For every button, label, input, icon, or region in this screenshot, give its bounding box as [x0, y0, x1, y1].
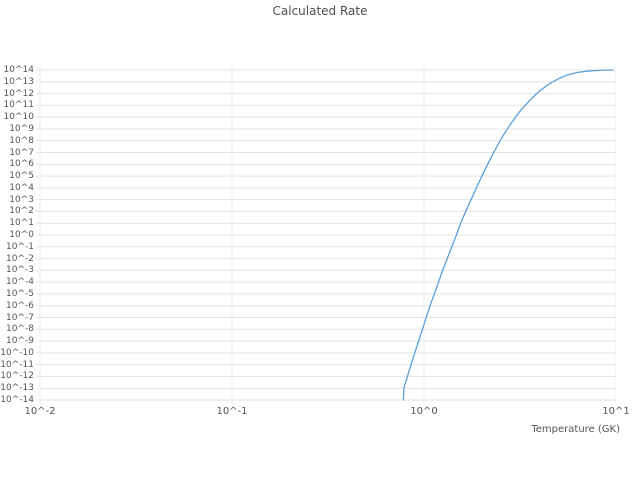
- y-tick-label: 10^-13: [0, 383, 34, 394]
- y-tick-label: 10^10: [3, 112, 34, 123]
- y-tick-label: 10^-4: [6, 277, 34, 288]
- y-tick-label: 10^14: [3, 65, 34, 75]
- y-tick-label: 10^3: [9, 194, 34, 205]
- y-tick-label: 10^6: [9, 159, 34, 170]
- y-tick-label: 10^9: [9, 123, 34, 134]
- x-tick-label: 10^-1: [216, 406, 248, 417]
- rate-curve: [402, 69, 614, 401]
- y-tick-label: 10^-7: [6, 312, 34, 323]
- y-tick-label: 10^2: [9, 206, 34, 217]
- y-tick-label: 10^-10: [0, 347, 34, 358]
- y-tick-label: 10^-5: [6, 288, 34, 299]
- y-tick-label: 10^8: [9, 135, 34, 146]
- horizontal-gridlines: [36, 69, 616, 401]
- y-tick-label: 10^-12: [0, 371, 34, 382]
- y-tick-label: 10^-8: [6, 324, 34, 335]
- y-tick-label: 10^7: [9, 147, 34, 158]
- x-tick-label: 10^-2: [24, 406, 56, 417]
- y-tick-label: 10^-9: [6, 336, 34, 347]
- y-tick-label: 10^13: [3, 76, 34, 87]
- y-tick-label: 10^-6: [6, 300, 34, 311]
- y-tick-label: 10^-2: [6, 253, 34, 264]
- chart-canvas: [36, 66, 617, 404]
- y-tick-label: 10^0: [9, 230, 34, 240]
- x-tick-label: 10^1: [602, 406, 630, 417]
- y-tick-label: 10^-14: [0, 395, 34, 405]
- y-tick-label: 10^4: [9, 182, 34, 193]
- y-tick-label: 10^11: [3, 100, 34, 111]
- y-tick-label: 10^-11: [0, 359, 34, 370]
- y-tick-label: 10^1: [9, 218, 34, 229]
- y-tick-label: 10^-1: [6, 241, 34, 252]
- y-tick-label: 10^-3: [6, 265, 34, 276]
- x-tick-label: 10^0: [410, 406, 438, 417]
- chart-title: Calculated Rate: [272, 4, 368, 18]
- y-tick-label: 10^12: [3, 88, 34, 99]
- y-tick-label: 10^5: [9, 171, 34, 182]
- plot-area: [36, 66, 617, 404]
- x-axis-label: Temperature (GK): [531, 424, 620, 435]
